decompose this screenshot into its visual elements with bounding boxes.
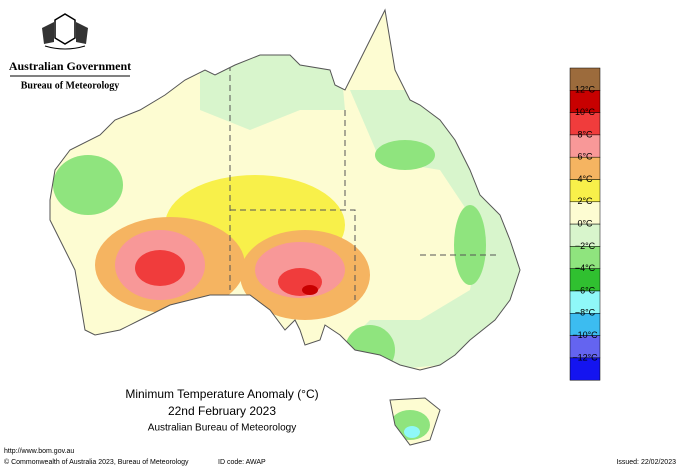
legend-label: 4°C	[577, 174, 593, 184]
legend-label: 6°C	[577, 152, 593, 162]
supporters	[42, 22, 88, 44]
gov-title: Australian Government	[9, 59, 131, 73]
legend-label: 8°C	[577, 129, 593, 139]
footer-url: http://www.bom.gov.au	[4, 448, 74, 455]
legend-label: 10°C	[575, 107, 596, 117]
legend-label: −6°C	[575, 285, 596, 295]
legend-label: −12°C	[572, 352, 598, 362]
coastline	[49, 8, 521, 446]
zone-hotter	[135, 250, 185, 286]
zone-cold	[345, 325, 395, 375]
zone-cold	[53, 155, 123, 215]
map-date: 22nd February 2023	[168, 404, 276, 418]
legend-label: 12°C	[575, 85, 596, 95]
legend: 12°C 10°C 8°C 6°C 4°C 2°C 0°C −2°C −4°C −6°C −8°C −…	[569, 67, 601, 381]
legend-label: 2°C	[577, 196, 593, 206]
crest	[54, 13, 76, 45]
legend-label: −4°C	[575, 263, 596, 273]
zone-hottest	[302, 285, 318, 295]
legend-swatch	[569, 357, 601, 381]
logo	[42, 13, 88, 50]
footer-id: ID code: AWAP	[218, 459, 266, 466]
footer-issued: Issued: 22/02/2023	[616, 459, 676, 466]
legend-label: 0°C	[577, 218, 593, 228]
legend-label: −2°C	[575, 241, 596, 251]
legend-label: −10°C	[572, 330, 598, 340]
map-source: Australian Bureau of Meteorology	[148, 423, 296, 434]
bom-title: Bureau of Meteorology	[21, 80, 120, 91]
zone-cool	[200, 55, 345, 130]
footer-copyright: © Commonwealth of Australia 2023, Bureau…	[4, 458, 189, 466]
state-border	[229, 65, 500, 300]
zone-cold	[375, 140, 435, 170]
zone-cold	[404, 426, 420, 438]
ribbon	[44, 45, 86, 50]
legend-label: −8°C	[575, 308, 596, 318]
zone-cold	[454, 205, 486, 285]
map-title: Minimum Temperature Anomaly (°C)	[125, 387, 318, 401]
